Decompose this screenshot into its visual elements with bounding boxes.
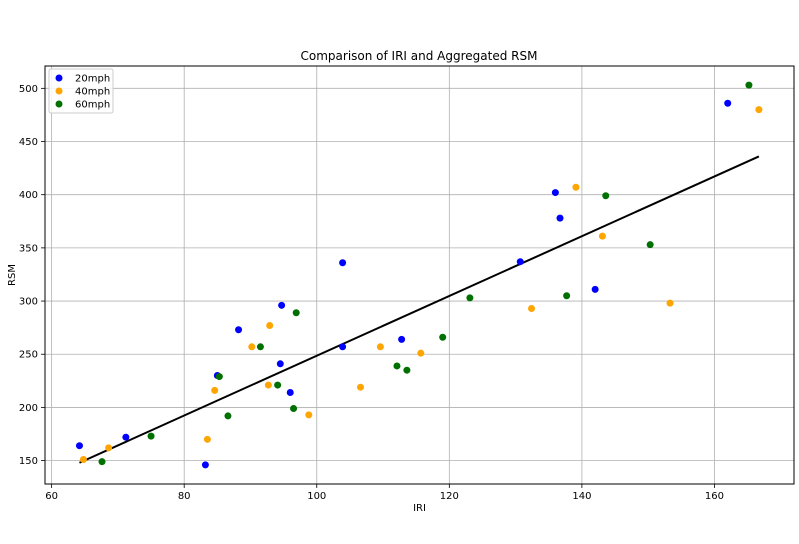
point-60mph <box>147 432 155 440</box>
grid <box>45 66 794 484</box>
y-tick-label: 300 <box>19 297 38 308</box>
point-20mph <box>398 335 406 343</box>
point-60mph <box>403 366 411 374</box>
x-tick-label: 60 <box>45 491 58 502</box>
y-tick-label: 500 <box>19 84 38 95</box>
point-20mph <box>339 343 347 351</box>
point-20mph <box>286 389 294 397</box>
point-60mph <box>290 404 298 412</box>
point-60mph <box>745 81 753 89</box>
x-tick-label: 140 <box>572 491 591 502</box>
legend-marker-20mph <box>55 74 63 82</box>
point-20mph <box>75 442 83 450</box>
y-tick-label: 250 <box>19 350 38 361</box>
point-60mph <box>274 381 282 389</box>
point-60mph <box>602 192 610 200</box>
point-20mph <box>724 99 732 107</box>
point-20mph <box>235 326 243 334</box>
legend-marker-60mph <box>55 100 63 108</box>
point-60mph <box>215 373 223 381</box>
y-tick-label: 150 <box>19 456 38 467</box>
point-40mph <box>105 444 113 452</box>
point-40mph <box>357 383 365 391</box>
legend: 20mph 40mph 60mph <box>48 68 114 114</box>
point-40mph <box>755 106 763 114</box>
point-60mph <box>646 241 654 249</box>
legend-label-60mph: 60mph <box>75 100 110 111</box>
x-tick-label: 80 <box>178 491 191 502</box>
point-20mph <box>516 258 524 266</box>
point-20mph <box>339 259 347 267</box>
point-60mph <box>466 294 474 302</box>
x-tick-label: 160 <box>705 491 724 502</box>
point-20mph <box>591 285 599 293</box>
point-40mph <box>264 381 272 389</box>
point-40mph <box>666 299 674 307</box>
point-60mph <box>393 362 401 370</box>
point-20mph <box>551 189 559 197</box>
point-40mph <box>528 305 536 313</box>
point-60mph <box>439 333 447 341</box>
x-tick-label: 100 <box>307 491 326 502</box>
point-60mph <box>98 458 106 466</box>
point-20mph <box>278 301 286 309</box>
y-tick-label: 350 <box>19 243 38 254</box>
point-40mph <box>598 232 606 240</box>
chart-title: Comparison of IRI and Aggregated RSM <box>301 49 538 63</box>
y-tick-label: 200 <box>19 403 38 414</box>
point-60mph <box>224 412 232 420</box>
point-20mph <box>122 433 130 441</box>
y-tick-label: 400 <box>19 190 38 201</box>
point-20mph <box>556 214 564 222</box>
points-layer <box>75 81 763 469</box>
regression-line <box>79 155 760 464</box>
ticks: 60 80 100 120 140 160 150 200 250 300 350 400 450 500 <box>19 84 724 502</box>
regression-layer <box>79 155 760 464</box>
x-tick-label: 120 <box>440 491 459 502</box>
point-60mph <box>563 292 571 300</box>
plot-frame <box>44 65 795 485</box>
y-axis-label: RSM <box>7 264 18 286</box>
point-40mph <box>211 386 219 394</box>
y-tick-label: 450 <box>19 137 38 148</box>
point-40mph <box>305 411 313 419</box>
legend-label-20mph: 20mph <box>75 74 110 85</box>
point-40mph <box>417 349 425 357</box>
point-40mph <box>248 343 256 351</box>
legend-box <box>48 68 114 114</box>
point-40mph <box>376 343 384 351</box>
point-40mph <box>572 183 580 191</box>
point-20mph <box>276 360 284 368</box>
point-60mph <box>256 343 264 351</box>
point-40mph <box>266 322 274 330</box>
x-axis-label: IRI <box>413 503 426 514</box>
point-60mph <box>292 309 300 317</box>
point-40mph <box>203 435 211 443</box>
point-40mph <box>79 456 87 464</box>
point-20mph <box>201 461 209 469</box>
legend-label-40mph: 40mph <box>75 87 110 98</box>
legend-marker-40mph <box>55 87 63 95</box>
